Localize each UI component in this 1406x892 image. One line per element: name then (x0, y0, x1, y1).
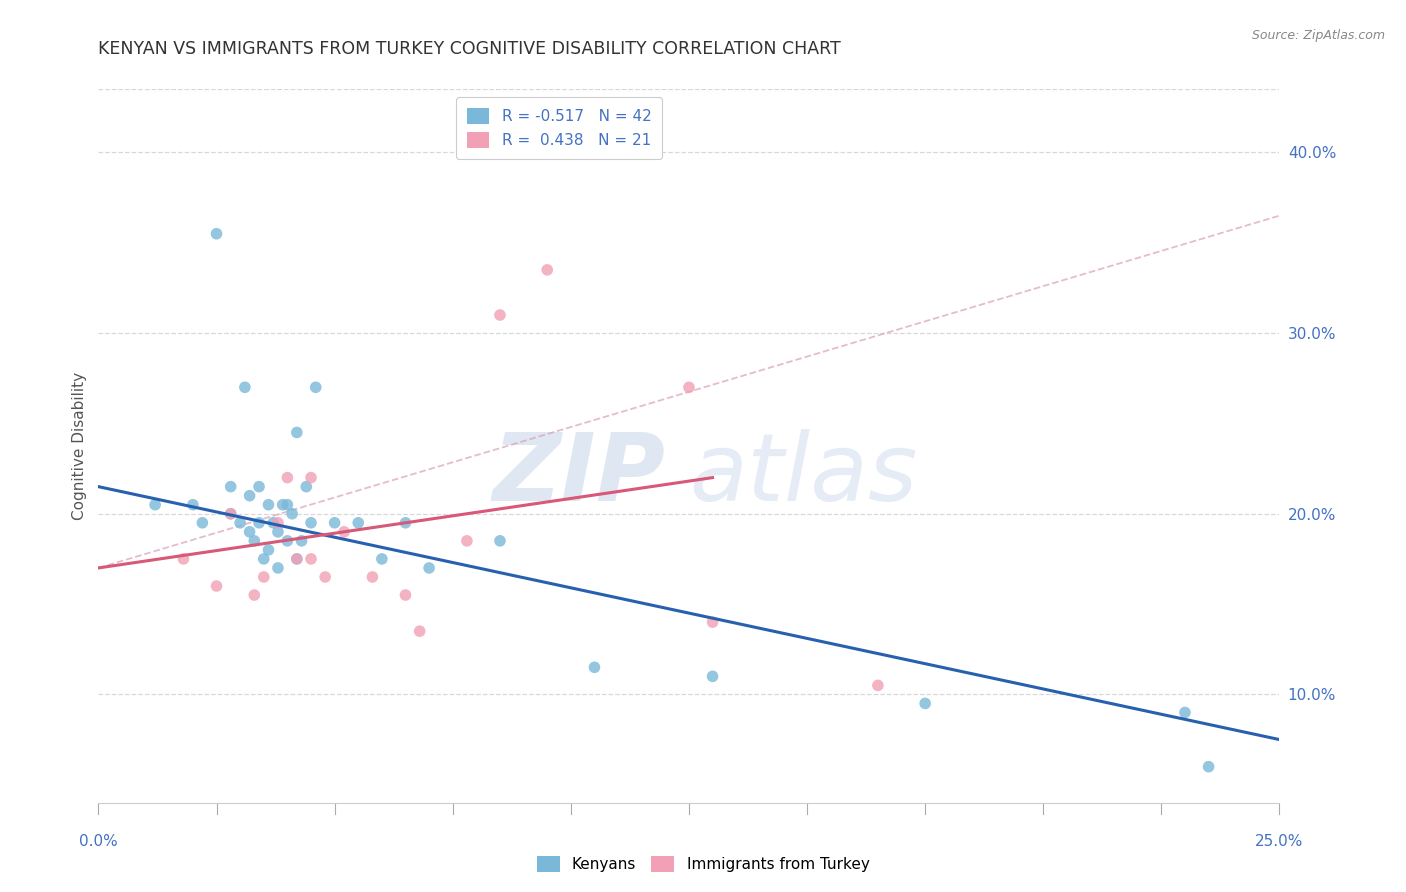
Point (219, 507, 242, 521)
Point (243, 588, 266, 602)
Point (456, 533, 478, 548)
Point (262, 516, 284, 530)
Point (247, 516, 270, 530)
Point (305, 380, 328, 394)
Point (281, 507, 304, 521)
Point (371, 552, 394, 566)
Point (408, 624, 430, 639)
Point (239, 524, 262, 539)
Point (253, 552, 276, 566)
Point (333, 524, 356, 539)
Point (314, 570, 336, 584)
Point (361, 570, 384, 584)
Point (347, 516, 370, 530)
Point (219, 507, 242, 521)
Text: Source: ZipAtlas.com: Source: ZipAtlas.com (1251, 29, 1385, 42)
Point (267, 561, 290, 575)
Point (205, 227, 228, 241)
Point (239, 489, 262, 503)
Point (290, 533, 312, 548)
Point (253, 570, 276, 584)
Text: 0.0%: 0.0% (79, 834, 118, 849)
Point (143, 498, 166, 512)
Point (323, 516, 346, 530)
Point (299, 470, 322, 484)
Point (276, 470, 298, 484)
Point (285, 552, 308, 566)
Point (247, 480, 270, 494)
Point (172, 552, 194, 566)
Point (191, 516, 214, 530)
Point (233, 380, 256, 394)
Point (299, 552, 322, 566)
Point (536, 263, 558, 277)
Text: KENYAN VS IMMIGRANTS FROM TURKEY COGNITIVE DISABILITY CORRELATION CHART: KENYAN VS IMMIGRANTS FROM TURKEY COGNITI… (98, 40, 841, 58)
Point (181, 498, 204, 512)
Point (285, 552, 308, 566)
Point (295, 480, 318, 494)
Y-axis label: Cognitive Disability: Cognitive Disability (72, 372, 87, 520)
Point (866, 678, 889, 692)
Point (299, 516, 322, 530)
Point (257, 542, 280, 557)
Legend: R = -0.517   N = 42, R =  0.438   N = 21: R = -0.517 N = 42, R = 0.438 N = 21 (456, 97, 662, 159)
Point (489, 308, 512, 322)
Point (276, 533, 298, 548)
Point (394, 588, 416, 602)
Point (205, 579, 228, 593)
Point (271, 498, 294, 512)
Point (257, 498, 280, 512)
Point (489, 533, 512, 548)
Point (583, 660, 606, 674)
Text: 25.0%: 25.0% (1256, 834, 1303, 849)
Point (418, 561, 440, 575)
Point (702, 669, 724, 683)
Point (1198, 759, 1220, 773)
Point (394, 516, 416, 530)
Point (267, 516, 290, 530)
Point (267, 524, 290, 539)
Point (285, 425, 308, 440)
Text: atlas: atlas (689, 429, 917, 520)
Point (702, 615, 724, 629)
Point (678, 380, 700, 394)
Point (243, 533, 266, 548)
Point (229, 516, 252, 530)
Point (914, 697, 936, 711)
Point (276, 498, 298, 512)
Point (219, 480, 242, 494)
Point (1174, 706, 1197, 720)
Text: ZIP: ZIP (492, 428, 665, 521)
Legend: Kenyans, Immigrants from Turkey: Kenyans, Immigrants from Turkey (529, 848, 877, 880)
